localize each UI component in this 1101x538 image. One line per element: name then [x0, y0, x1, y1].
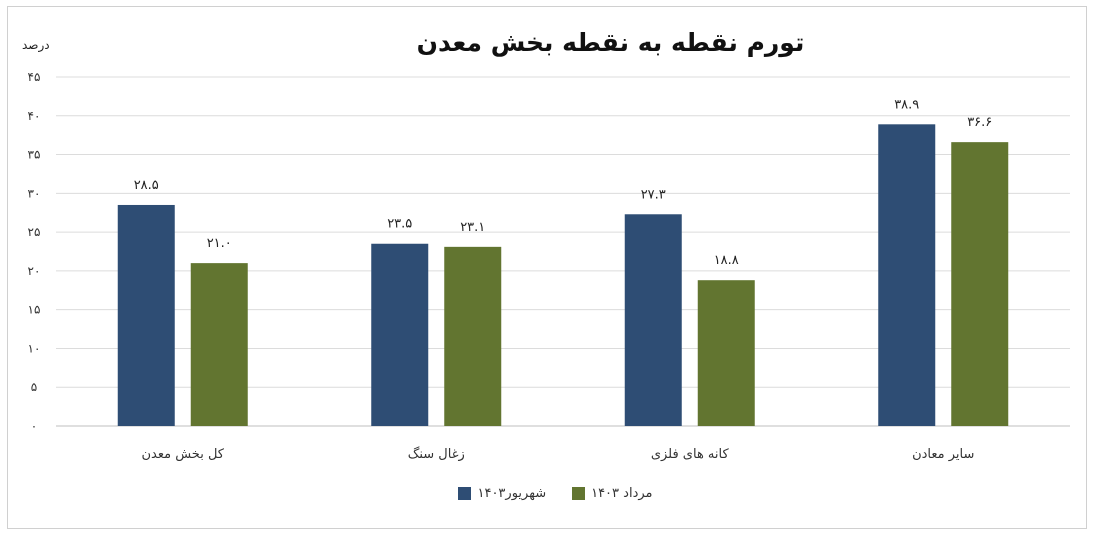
- x-category-label: کل بخش معدن: [142, 447, 225, 462]
- chart-title: تورم نقطه به نقطه بخش معدن: [416, 28, 805, 57]
- legend-item-series-2: مرداد ۱۴۰۳: [572, 486, 653, 501]
- y-axis-unit-label: درصد: [22, 38, 50, 52]
- bar-series-1: [371, 243, 429, 426]
- bar-series-1: [117, 204, 175, 426]
- data-label: ۲۷.۳: [641, 187, 666, 202]
- legend-swatch-series-2: [572, 487, 586, 500]
- data-label: ۲۳.۱: [460, 220, 485, 235]
- legend-swatch-series-1: [458, 487, 472, 500]
- y-tick-label: ۳۰: [28, 186, 41, 200]
- bar-series-2: [951, 142, 1009, 426]
- bar-series-2: [697, 280, 755, 426]
- y-tick-label: ۱۰: [28, 341, 41, 355]
- x-category-label: سایر معادن: [912, 447, 974, 462]
- x-category-label: زغال سنگ: [408, 446, 465, 462]
- bar-series-1: [624, 214, 682, 426]
- data-label: ۲۸.۵: [134, 178, 159, 193]
- y-tick-label: ۲۰: [28, 264, 41, 278]
- y-tick-label: ۱۵: [28, 303, 41, 317]
- x-category-label: کانه های فلزی: [651, 447, 730, 462]
- data-label: ۲۱.۰: [207, 236, 232, 251]
- legend-item-series-1: شهریور۱۴۰۳: [458, 486, 546, 501]
- bar-series-2: [190, 263, 248, 426]
- y-tick-label: ۲۵: [28, 225, 41, 239]
- data-label: ۱۸.۸: [714, 253, 739, 268]
- y-tick-label: ۴۵: [28, 70, 41, 84]
- bar-series-2: [444, 246, 502, 426]
- y-tick-label: ۵: [31, 380, 37, 394]
- y-tick-label: ۰: [31, 419, 37, 433]
- data-label: ۳۶.۶: [967, 115, 992, 130]
- data-label: ۳۸.۹: [894, 97, 919, 112]
- data-label: ۲۳.۵: [387, 217, 412, 232]
- legend-label-series-1: شهریور۱۴۰۳: [477, 486, 547, 501]
- bar-series-1: [878, 124, 936, 426]
- legend-label-series-2: مرداد ۱۴۰۳: [591, 486, 653, 501]
- legend: شهریور۱۴۰۳ مرداد ۱۴۰۳: [0, 486, 1101, 501]
- y-tick-label: ۳۵: [28, 148, 41, 162]
- y-tick-label: ۴۰: [28, 109, 41, 123]
